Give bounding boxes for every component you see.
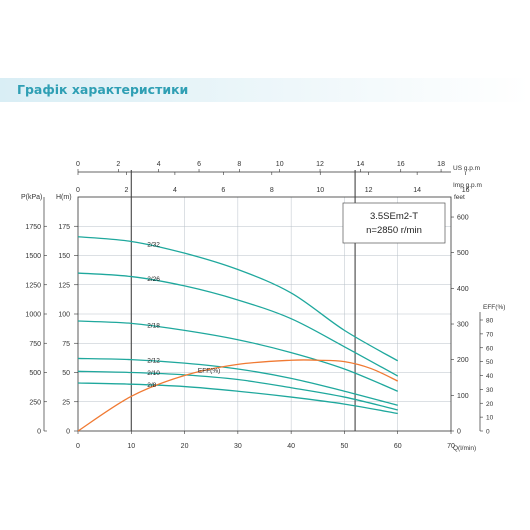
imp-gpm-tick-label: 12 [365,187,373,194]
eff-tick-label: 70 [486,331,494,338]
feet-axis-label: feet [454,194,465,201]
x-tick-label: 20 [181,443,189,450]
head-tick-label: 50 [62,370,70,377]
pressure-tick-label: 1500 [25,253,41,260]
eff-tick-label: 50 [486,359,494,366]
head-tick-label: 175 [58,224,70,231]
efficiency-curve [77,359,398,432]
pressure-tick-label: 250 [29,399,41,406]
x-tick-label: 60 [394,443,402,450]
curve-label: 2/8 [147,382,156,389]
model-label: 3.5SEm2-T [370,211,418,222]
head-tick-label: 75 [62,341,70,348]
pressure-tick-label: 1250 [25,282,41,289]
imp-gpm-axis-label: Imp g.p.m [453,182,482,189]
head-axis-label: H(m) [56,194,72,201]
curve-label: 2/26 [147,276,160,283]
curve-label: 2/12 [147,358,160,365]
head-tick-label: 150 [58,253,70,260]
eff-tick-label: 0 [486,429,490,436]
imp-gpm-tick-label: 16 [462,187,470,194]
imp-gpm-tick-label: 6 [221,187,225,194]
x-tick-label: 0 [76,443,80,450]
us-gpm-tick-label: 16 [397,161,405,168]
us-gpm-tick-label: 18 [437,161,445,168]
efficiency-label: EFF(%) [198,367,220,374]
feet-tick-label: 500 [457,250,469,257]
speed-label: n=2850 r/min [366,225,422,236]
imp-gpm-tick-label: 2 [124,187,128,194]
imp-gpm-tick-label: 8 [270,187,274,194]
us-gpm-tick-label: 10 [276,161,284,168]
feet-tick-label: 0 [457,429,461,436]
feet-tick-label: 100 [457,393,469,400]
feet-tick-label: 200 [457,357,469,364]
us-gpm-tick-label: 0 [76,161,80,168]
eff-tick-label: 10 [486,415,494,422]
pressure-axis-label: P(kPa) [21,194,42,201]
feet-tick-label: 600 [457,215,469,222]
us-gpm-tick-label: 6 [197,161,201,168]
us-gpm-tick-label: 4 [157,161,161,168]
imp-gpm-tick-label: 4 [173,187,177,194]
eff-axis-label: EFF(%) [483,304,505,311]
curve-2-10 [77,370,398,411]
us-gpm-axis-label: US g.p.m [453,165,480,172]
imp-gpm-tick-label: 10 [316,187,324,194]
curve-2-18 [77,320,398,392]
pressure-tick-label: 750 [29,341,41,348]
us-gpm-tick-label: 14 [356,161,364,168]
pressure-tick-label: 0 [37,429,41,436]
x-tick-label: 50 [341,443,349,450]
imp-gpm-tick-label: 0 [76,187,80,194]
pressure-tick-label: 500 [29,370,41,377]
feet-tick-label: 400 [457,286,469,293]
imp-gpm-tick-label: 14 [413,187,421,194]
labels: 0 10 20 30 40 50 60 70Q(l/min)02550751001251501… [21,161,505,452]
x-tick-label: 30 [234,443,242,450]
us-gpm-tick-label: 8 [237,161,241,168]
curve-label: 2/18 [147,322,160,329]
x-tick-label: 40 [287,443,295,450]
head-tick-label: 100 [58,312,70,319]
curve-label: 2/10 [147,370,160,377]
eff-tick-label: 20 [486,401,494,408]
eff-tick-label: 30 [486,387,494,394]
head-tick-label: 25 [62,399,70,406]
x-tick-label: 70 [447,443,455,450]
pressure-tick-label: 1750 [25,224,41,231]
head-tick-label: 125 [58,282,70,289]
pressure-tick-label: 1000 [25,312,41,319]
eff-tick-label: 40 [486,373,494,380]
curve-2-8 [77,382,398,415]
heading-band [0,78,530,102]
curve-2-32 [77,236,399,362]
curve-label: 2/32 [147,242,160,249]
eff-tick-label: 60 [486,345,494,352]
eff-tick-label: 80 [486,318,494,325]
head-tick-label: 0 [66,429,70,436]
curves [77,236,399,432]
model-box [342,202,446,244]
x-axis-label: Q(l/min) [453,445,476,452]
us-gpm-tick-label: 12 [316,161,324,168]
curve-2-12 [77,357,398,406]
curve-2-26 [77,272,399,377]
us-gpm-tick-label: 2 [116,161,120,168]
feet-tick-label: 300 [457,322,469,329]
page-heading: Графік характеристики [17,82,189,97]
x-tick-label: 10 [127,443,135,450]
